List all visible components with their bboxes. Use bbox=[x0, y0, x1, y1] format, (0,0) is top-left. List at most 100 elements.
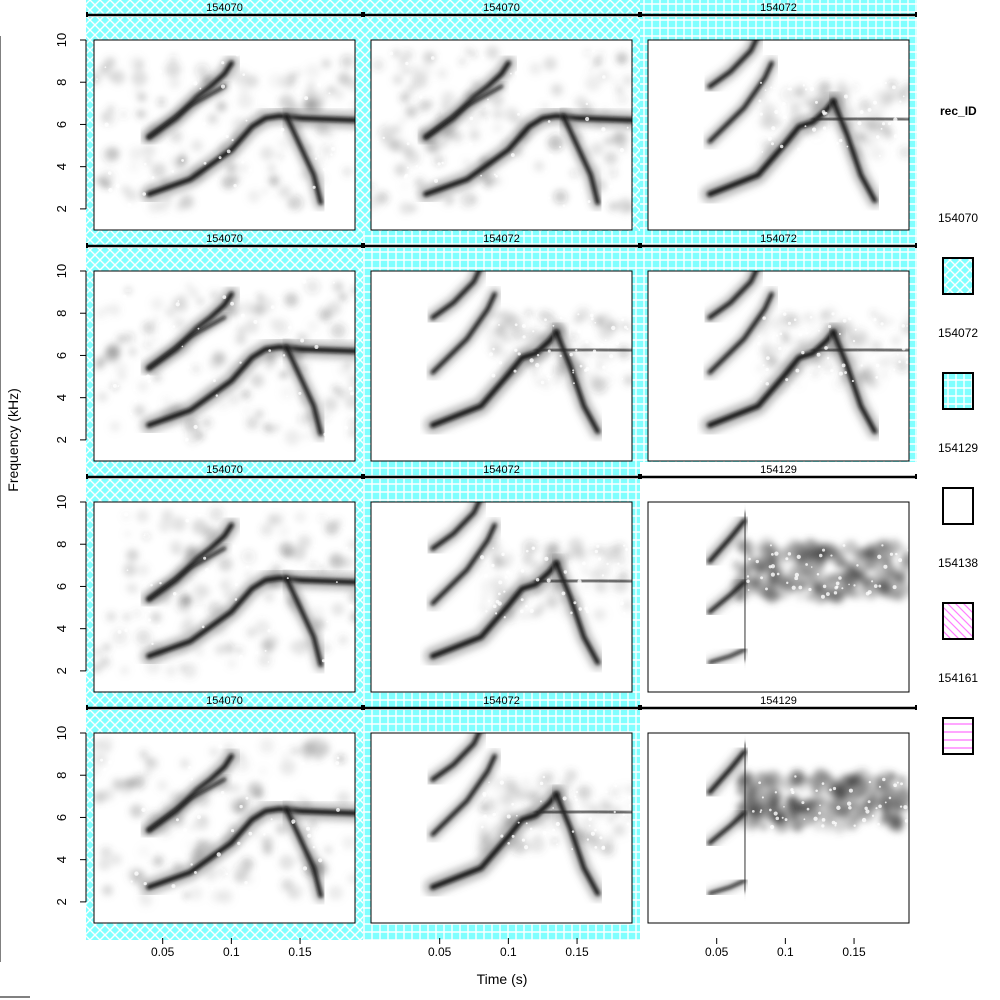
speckle bbox=[155, 73, 158, 76]
legend-swatch bbox=[942, 257, 974, 295]
x-tick-label: 0.1 bbox=[777, 945, 794, 959]
speckle bbox=[258, 182, 262, 186]
speckle bbox=[848, 788, 853, 793]
speckle bbox=[552, 324, 555, 327]
legend-swatch bbox=[942, 602, 974, 640]
noise-blob bbox=[305, 279, 320, 295]
speckle bbox=[838, 576, 842, 580]
noise-blob bbox=[758, 120, 768, 130]
x-tick-label: 0.15 bbox=[288, 945, 312, 959]
noise-blob bbox=[824, 306, 837, 320]
noise-blob bbox=[210, 889, 225, 904]
call-harmonic-trace bbox=[429, 329, 560, 428]
noise-blob bbox=[326, 301, 342, 316]
speckle bbox=[318, 544, 323, 548]
speckle bbox=[104, 122, 109, 127]
speckle bbox=[523, 845, 529, 850]
speckle bbox=[233, 544, 237, 549]
noise-blob bbox=[195, 63, 210, 79]
speckle bbox=[867, 590, 872, 595]
speckle bbox=[546, 374, 550, 378]
speckle bbox=[853, 584, 856, 587]
speckle bbox=[575, 798, 578, 802]
speckle bbox=[818, 553, 823, 558]
noise-blob bbox=[286, 78, 296, 88]
panel-strip bbox=[86, 231, 363, 246]
speckle bbox=[842, 318, 847, 323]
speckle bbox=[132, 388, 136, 392]
speckle bbox=[827, 324, 832, 329]
panel-frame bbox=[370, 732, 633, 924]
noise-blob bbox=[171, 516, 187, 532]
noise-blob bbox=[814, 585, 825, 596]
speckle bbox=[628, 832, 632, 837]
speckle bbox=[854, 328, 857, 331]
speckle bbox=[498, 361, 503, 365]
noise-blob bbox=[351, 287, 355, 294]
speckle bbox=[790, 788, 794, 792]
speckle bbox=[254, 650, 259, 655]
speckle bbox=[590, 831, 595, 836]
speckle bbox=[286, 577, 289, 580]
noise-blob bbox=[256, 293, 265, 302]
speckle bbox=[282, 354, 286, 357]
spectrogram-panel-4-3: 154129 bbox=[640, 693, 917, 940]
speckle bbox=[243, 59, 247, 63]
noise-blob bbox=[123, 563, 137, 577]
call-harmonic-trace bbox=[534, 809, 632, 815]
spectrogram-panel-2-1: 154070 bbox=[86, 231, 363, 478]
speckle bbox=[495, 599, 500, 604]
speckle bbox=[197, 327, 200, 330]
speckle bbox=[94, 833, 97, 837]
speckle bbox=[594, 845, 598, 849]
speckle bbox=[231, 138, 234, 142]
speckle bbox=[601, 127, 606, 132]
call-harmonic-trace bbox=[284, 575, 323, 667]
noise-blob bbox=[615, 554, 627, 566]
speckle bbox=[884, 801, 887, 804]
speckle bbox=[770, 824, 775, 830]
speckle bbox=[245, 119, 248, 122]
speckle bbox=[598, 601, 601, 604]
speckle bbox=[188, 766, 192, 770]
noise-blob bbox=[470, 196, 478, 204]
speckle bbox=[804, 125, 807, 128]
noise-layer bbox=[731, 537, 909, 604]
spectrogram-panel-1-2: 154070 bbox=[363, 0, 640, 247]
speckle bbox=[273, 559, 276, 562]
speckle bbox=[812, 127, 817, 132]
speckle bbox=[151, 642, 154, 646]
speckle bbox=[158, 69, 163, 74]
speckle bbox=[235, 637, 239, 640]
speckle bbox=[205, 568, 210, 573]
speckle bbox=[117, 385, 120, 388]
noise-blob bbox=[552, 374, 563, 385]
noise-blob bbox=[808, 560, 824, 576]
speckle bbox=[220, 666, 224, 670]
speckle bbox=[821, 548, 826, 552]
speckle bbox=[848, 805, 852, 810]
noise-blob bbox=[885, 546, 898, 558]
speckle bbox=[504, 575, 508, 579]
speckle bbox=[266, 70, 269, 73]
noise-blob bbox=[227, 393, 241, 406]
speckle bbox=[172, 325, 176, 328]
noise-blob bbox=[587, 547, 596, 556]
noise-blob bbox=[843, 540, 859, 556]
speckle bbox=[814, 139, 818, 144]
noise-blob bbox=[268, 426, 275, 433]
speckle bbox=[130, 880, 133, 883]
speckle bbox=[347, 134, 352, 138]
noise-blob bbox=[224, 782, 236, 793]
speckle bbox=[494, 612, 498, 615]
noise-blob bbox=[158, 519, 172, 533]
speckle bbox=[848, 583, 850, 586]
speckle bbox=[628, 803, 632, 808]
speckle bbox=[814, 100, 818, 104]
speckle bbox=[819, 804, 821, 807]
speckle bbox=[823, 374, 826, 377]
speckle bbox=[613, 606, 617, 610]
speckle bbox=[579, 63, 582, 67]
speckle bbox=[348, 856, 353, 861]
noise-blob bbox=[99, 656, 111, 668]
